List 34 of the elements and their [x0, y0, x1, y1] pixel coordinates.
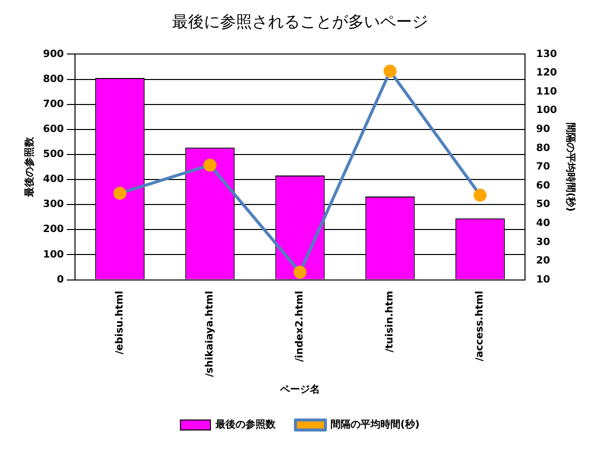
x-tick-label: /access.html — [474, 290, 486, 362]
x-tick-label: /ebisu.html — [114, 290, 126, 354]
y2-tick-label: 70 — [536, 162, 550, 173]
y-tick-label: 600 — [43, 124, 64, 135]
y-tick-label: 900 — [43, 48, 64, 60]
y2-tick-label: 110 — [536, 86, 558, 98]
legend-label: 間隔の平均時間(秒) — [330, 418, 420, 431]
y-tick-label: 200 — [43, 224, 64, 236]
x-tick-label: /tuisin.htm — [384, 290, 396, 352]
y2-tick-label: 20 — [536, 256, 550, 267]
legend-label: 最後の参照数 — [214, 418, 276, 431]
y-tick-label: 400 — [43, 174, 64, 186]
y2-tick-label: 60 — [536, 180, 550, 192]
x-tick-label: /index2.html — [294, 290, 306, 362]
y2-tick-label: 40 — [536, 218, 550, 229]
y-tick-label: 500 — [43, 149, 64, 160]
y2-tick-label: 50 — [536, 199, 550, 210]
y2-tick-label: 120 — [536, 68, 558, 79]
y-tick-label: 100 — [43, 249, 64, 260]
y-tick-label: 800 — [43, 74, 64, 85]
y-tick-label: 700 — [43, 98, 64, 110]
x-tick-label: /shikaiaya.html — [204, 290, 216, 378]
y2-tick-label: 80 — [536, 142, 550, 154]
y-axis-title: 最後の参照数 — [24, 136, 36, 198]
y2-tick-label: 130 — [536, 48, 558, 60]
y-tick-label: 0 — [56, 274, 64, 286]
y2-tick-label: 100 — [536, 105, 558, 116]
y-tick-label: 300 — [43, 199, 64, 210]
y2-tick-label: 10 — [536, 274, 550, 286]
y2-axis-title: 間隔の平均時間(秒) — [564, 122, 576, 212]
y2-tick-label: 30 — [536, 236, 550, 248]
y2-tick-label: 90 — [536, 124, 550, 135]
x-axis-title: ページ名 — [279, 384, 320, 396]
chart-title: 最後に参照されることが多いページ — [172, 12, 428, 31]
